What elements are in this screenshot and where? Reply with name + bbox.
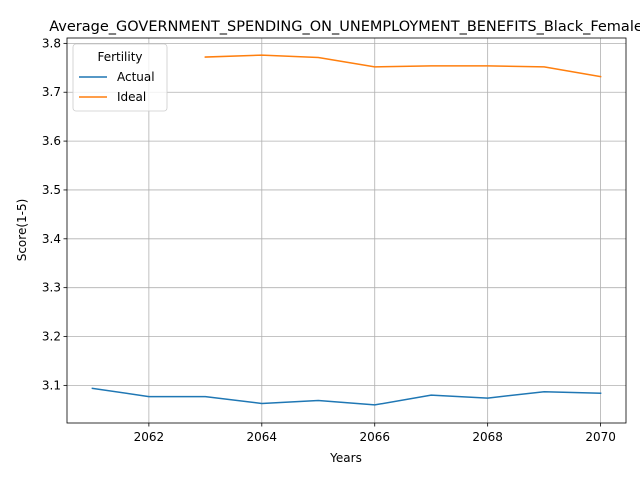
- series-line-ideal: [204, 54, 602, 78]
- legend-label-ideal: Ideal: [117, 90, 146, 104]
- y-axis-title: Score(1-5): [15, 199, 29, 262]
- y-tick-label: 3.5: [42, 183, 61, 197]
- chart-title: Average_GOVERNMENT_SPENDING_ON_UNEMPLOYM…: [49, 19, 640, 35]
- x-tick-label: 2070: [585, 430, 616, 444]
- x-axis: 2062 2064 2066 2068 2070: [134, 423, 616, 444]
- legend-box: [72, 43, 168, 112]
- series-line-actual: [91, 387, 602, 406]
- legend: Fertility Actual Ideal: [72, 43, 168, 112]
- y-tick-label: 3.4: [42, 232, 61, 246]
- x-tick-label: 2062: [134, 430, 165, 444]
- series-lines: [91, 54, 602, 406]
- x-tick-label: 2066: [359, 430, 390, 444]
- y-tick-label: 3.2: [42, 330, 61, 344]
- y-tick-label: 3.8: [42, 36, 61, 50]
- y-axis: 3.1 3.2 3.3 3.4 3.5 3.6 3.7 3.8: [42, 36, 67, 392]
- x-tick-label: 2068: [472, 430, 503, 444]
- legend-label-actual: Actual: [117, 70, 155, 84]
- y-tick-label: 3.3: [42, 281, 61, 295]
- legend-title: Fertility: [97, 50, 142, 64]
- plot-frame: [66, 37, 627, 424]
- y-tick-label: 3.6: [42, 134, 61, 148]
- x-tick-label: 2064: [247, 430, 278, 444]
- x-axis-title: Years: [329, 451, 362, 465]
- y-tick-label: 3.1: [42, 378, 61, 392]
- y-tick-label: 3.7: [42, 85, 61, 99]
